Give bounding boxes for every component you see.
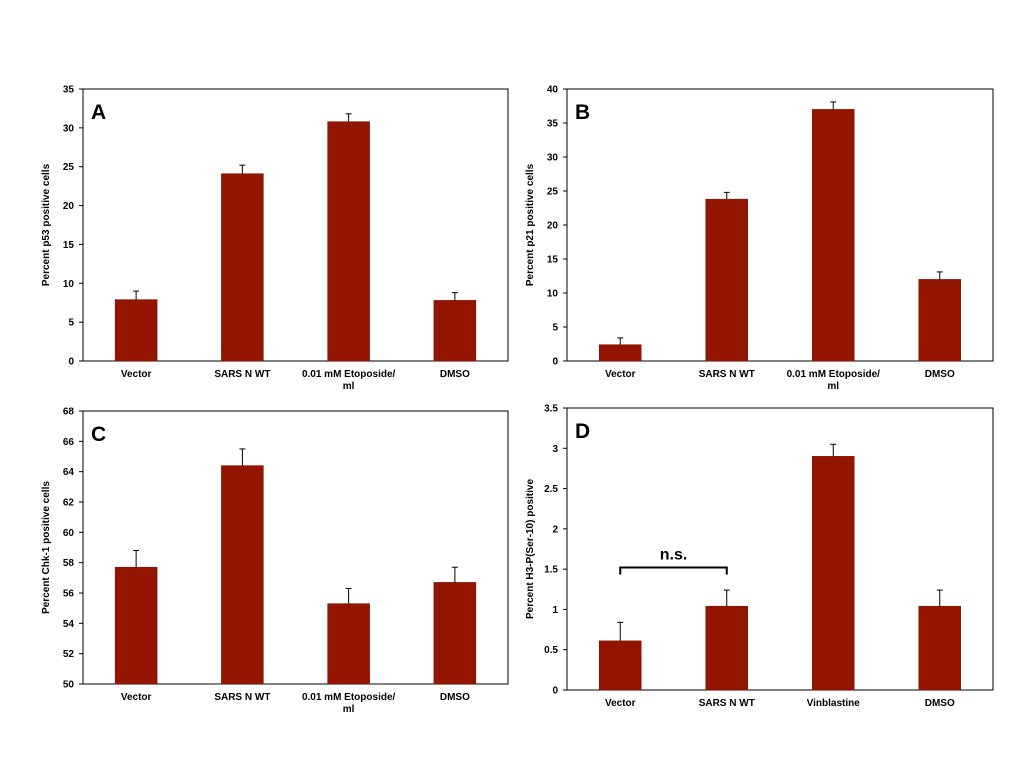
category-label: 0.01 mM Etoposide/: [302, 692, 396, 703]
chart-panel-d: 0 0.5 1 1.5 2 2.5 3 3.5 Percent H3-P(Ser-10) pos…: [525, 404, 994, 709]
y-tick-label: 2: [552, 524, 558, 535]
panel-label: D: [575, 420, 590, 443]
category-label: ml: [343, 704, 355, 715]
plot-frame: [82, 410, 509, 685]
y-tick-label: 5: [552, 323, 558, 334]
category-label: DMSO: [925, 698, 955, 709]
plot-frame: [566, 407, 994, 691]
bar: [114, 299, 158, 362]
chart-panel-c: 50 52 54 56 58 60 62 64 66 68 Percent Chk-1 positi…: [41, 407, 509, 715]
y-tick-label: 0: [552, 357, 558, 368]
y-tick-label: 1: [552, 605, 558, 616]
y-tick-label: 15: [63, 240, 75, 251]
chart-panel-a: 0 5 10 15 20 25 30 35 Percent p53 positive cells…: [41, 85, 509, 392]
bar: [433, 582, 477, 685]
y-tick-label: 35: [547, 119, 559, 130]
panel-label: C: [91, 423, 106, 446]
panel-label: A: [91, 101, 106, 124]
y-axis-title: Percent Chk-1 positive cells: [41, 481, 52, 614]
y-axis-title: Percent p21 positive cells: [525, 163, 536, 286]
y-tick-label: 1.5: [544, 565, 558, 576]
category-label: Vector: [121, 369, 152, 380]
y-tick-label: 10: [63, 279, 75, 290]
y-tick-label: 35: [63, 85, 75, 96]
category-label: SARS N WT: [214, 692, 270, 703]
y-axis-title: Percent H3-P(Ser-10) positive: [525, 479, 536, 619]
y-tick-label: 25: [63, 162, 75, 173]
y-tick-label: 15: [547, 255, 559, 266]
category-label: SARS N WT: [699, 698, 755, 709]
category-label: Vector: [121, 692, 152, 703]
y-tick-label: 0.5: [544, 645, 558, 656]
bar: [599, 640, 642, 691]
y-tick-label: 60: [63, 528, 75, 539]
bar: [918, 279, 961, 362]
y-tick-label: 30: [547, 153, 559, 164]
y-tick-label: 20: [63, 201, 75, 212]
y-tick-label: 0: [552, 686, 558, 697]
y-tick-label: 54: [63, 619, 75, 630]
bar: [327, 121, 370, 362]
y-tick-label: 68: [63, 407, 75, 418]
category-label: DMSO: [440, 369, 470, 380]
plot-frame: [82, 88, 509, 362]
bar: [812, 109, 855, 362]
y-tick-label: 2.5: [544, 484, 558, 495]
category-label: DMSO: [440, 692, 470, 703]
bar: [812, 456, 855, 691]
y-axis-title: Percent p53 positive cells: [41, 163, 52, 286]
y-tick-label: 20: [547, 221, 559, 232]
y-tick-label: 62: [63, 498, 75, 509]
y-tick-label: 25: [547, 187, 559, 198]
y-tick-label: 58: [63, 558, 75, 569]
panel-label: B: [575, 101, 590, 124]
bar: [599, 344, 642, 362]
category-label: 0.01 mM Etoposide/: [787, 369, 881, 380]
bar: [705, 198, 748, 362]
y-tick-label: 64: [63, 467, 75, 478]
y-tick-label: 10: [547, 289, 559, 300]
bar: [705, 605, 748, 691]
bar: [433, 300, 477, 362]
significance-bracket: [619, 566, 728, 575]
bar: [221, 465, 264, 685]
category-label: Vinblastine: [807, 698, 861, 709]
y-tick-label: 50: [63, 680, 75, 691]
bar: [918, 605, 961, 691]
y-tick-label: 0: [68, 357, 74, 368]
category-label: Vector: [605, 698, 636, 709]
y-tick-label: 3: [552, 444, 558, 455]
category-label: Vector: [605, 369, 636, 380]
y-tick-label: 40: [547, 85, 559, 96]
category-label: SARS N WT: [699, 369, 755, 380]
y-tick-label: 56: [63, 589, 75, 600]
y-tick-label: 5: [68, 318, 74, 329]
category-label: SARS N WT: [214, 369, 270, 380]
significance-label: n.s.: [660, 547, 688, 564]
y-tick-label: 30: [63, 123, 75, 134]
y-tick-label: 66: [63, 437, 75, 448]
category-label: 0.01 mM Etoposide/: [302, 369, 396, 380]
bar: [221, 173, 264, 362]
bar: [327, 603, 370, 685]
y-tick-label: 52: [63, 649, 75, 660]
chart-panel-b: 0 5 10 15 20 25 30 35 40 Percent p21 positive cel…: [525, 85, 994, 392]
category-label: DMSO: [925, 369, 955, 380]
category-label: ml: [827, 381, 839, 392]
bar: [114, 566, 158, 685]
category-label: ml: [343, 381, 355, 392]
y-tick-label: 3.5: [544, 404, 558, 415]
